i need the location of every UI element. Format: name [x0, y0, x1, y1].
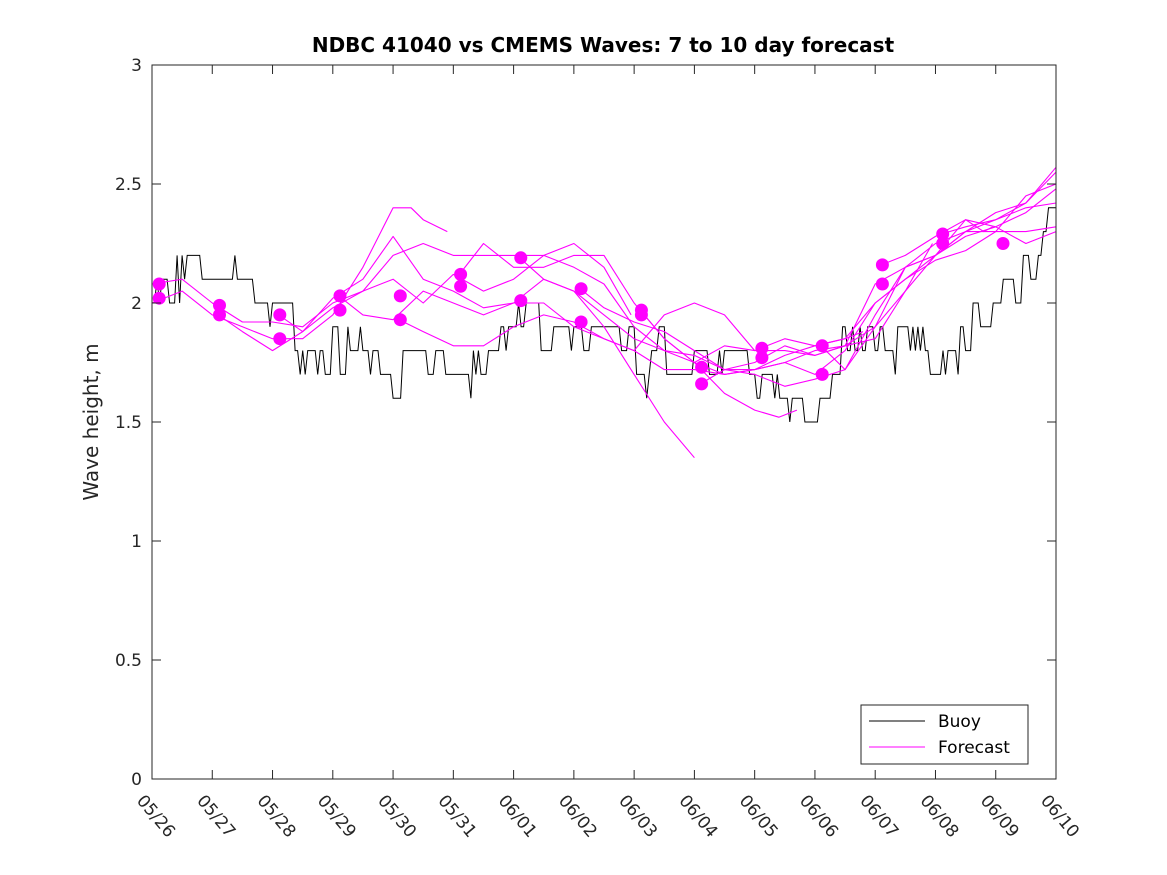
- forecast-series-line-10: [639, 226, 1057, 364]
- plot-area-frame: [151, 64, 1057, 780]
- y-tick-label: 2: [131, 294, 142, 314]
- forecast-marker-14: [514, 294, 528, 308]
- x-tick-label: 06/10: [1036, 791, 1083, 841]
- x-tick-label: 06/07: [855, 791, 902, 841]
- forecast-marker-15: [574, 282, 588, 296]
- plot-data: [151, 166, 1057, 459]
- forecast-marker-28: [936, 237, 950, 250]
- x-tick-label: 06/09: [976, 791, 1023, 841]
- forecast-marker-10: [393, 313, 407, 327]
- forecast-marker-24: [815, 367, 829, 381]
- chart-title: NDBC 41040 vs CMEMS Waves: 7 to 10 day f…: [312, 33, 895, 57]
- x-tick-label: 05/29: [313, 791, 360, 841]
- forecast-marker-4: [213, 308, 226, 322]
- forecast-marker-22: [755, 351, 769, 365]
- forecast-series-line-4: [278, 254, 798, 418]
- forecast-marker-27: [936, 227, 950, 241]
- forecast-marker-26: [875, 277, 889, 291]
- x-tick-label: 06/04: [675, 791, 722, 841]
- x-tick-label: 05/28: [253, 791, 300, 841]
- forecast-series-line-9: [579, 183, 1057, 375]
- legend-forecast-label: Forecast: [938, 738, 1010, 758]
- y-axis-label: Wave height, m: [79, 343, 103, 500]
- forecast-series-line-13: [880, 219, 1057, 266]
- y-tick-label: 1: [131, 532, 142, 552]
- forecast-marker-11: [454, 267, 468, 281]
- x-tick-label: 05/31: [434, 791, 481, 841]
- x-tick-label: 05/27: [192, 791, 239, 841]
- y-tick-label: 2.5: [115, 175, 142, 195]
- x-tick-label: 05/26: [132, 791, 179, 841]
- forecast-series-line-7: [458, 219, 993, 375]
- forecast-series-line-12: [820, 188, 1057, 371]
- y-tick-label: 0: [131, 770, 142, 790]
- x-tick-label: 06/02: [554, 791, 601, 841]
- legend: Buoy Forecast: [860, 704, 1029, 765]
- x-tick-label: 06/03: [614, 791, 661, 841]
- forecast-marker-29: [996, 237, 1010, 250]
- forecast-marker-3: [213, 298, 226, 312]
- legend-box: [860, 704, 1029, 765]
- forecast-marker-9: [393, 289, 407, 303]
- forecast-marker-19: [695, 360, 709, 374]
- forecast-marker-5: [273, 308, 287, 322]
- x-tick-label: 06/06: [795, 791, 842, 841]
- x-tick-label: 06/08: [916, 791, 963, 841]
- forecast-series-line-1: [151, 207, 448, 340]
- y-tick-label: 3: [131, 56, 142, 76]
- forecast-marker-16: [574, 315, 588, 329]
- forecast-series-line-5: [338, 290, 864, 375]
- legend-buoy-label: Buoy: [938, 712, 981, 732]
- forecast-marker-21: [755, 341, 769, 355]
- forecast-marker-20: [695, 377, 709, 391]
- forecast-marker-18: [634, 308, 648, 322]
- forecast-marker-7: [333, 289, 347, 303]
- forecast-marker-8: [333, 303, 347, 317]
- x-tick-label: 06/05: [735, 791, 782, 841]
- forecast-marker-1: [152, 291, 166, 305]
- forecast-marker-13: [514, 251, 528, 265]
- forecast-series-line-14: [941, 166, 1057, 235]
- forecast-series-line-2: [151, 242, 632, 328]
- x-tick-label: 05/30: [373, 791, 420, 841]
- forecast-series-line-8: [519, 202, 1057, 387]
- forecast-marker-6: [273, 332, 287, 346]
- forecast-marker-23: [815, 339, 829, 353]
- forecast-marker-25: [875, 258, 889, 272]
- forecast-marker-2: [152, 277, 166, 291]
- forecast-series-line-11: [700, 171, 1057, 385]
- y-tick-label: 0.5: [115, 651, 142, 671]
- forecast-marker-12: [454, 279, 468, 293]
- y-tick-label: 1.5: [115, 413, 142, 433]
- x-tick-label: 06/01: [494, 791, 541, 841]
